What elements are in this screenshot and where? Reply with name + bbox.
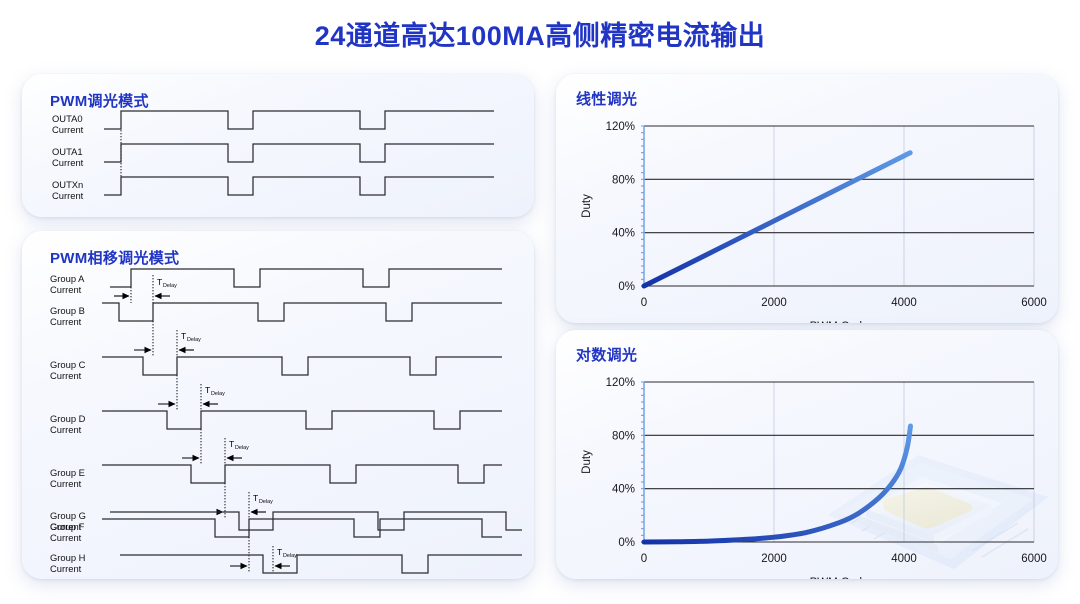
waveform-group-d (102, 410, 502, 430)
signal-name-outa1: OUTA1 (52, 146, 83, 157)
waveform-group-b (102, 302, 502, 322)
linear-dimming-chart: 0% 40% 80% 120% 0 2000 4000 6000 PWM Code Duty (581, 121, 1047, 323)
tdelay-label-2: T (181, 331, 187, 341)
panel-title-pwm: PWM调光模式 (50, 93, 149, 110)
signal-name-group-b: Group B (50, 305, 85, 316)
waveform-group-f (102, 518, 502, 538)
x-tick-label: 4000 (891, 297, 917, 309)
x-tick-label: 0 (641, 553, 647, 565)
pwm-waveform-diagram: OUTA0 Current OUTA1 Current OUTXn Curren… (52, 110, 494, 201)
x-tick-label: 6000 (1021, 297, 1047, 309)
tdelay-label-6: T (277, 547, 283, 557)
signal-name-group-a: Group A (50, 273, 85, 284)
y-axis-title: Duty (581, 450, 593, 474)
signal-unit-outxn: Current (52, 190, 84, 201)
y-tick-label: 120% (606, 377, 635, 389)
x-tick-label: 6000 (1021, 553, 1047, 565)
waveform-outa1 (104, 143, 494, 163)
signal-name-group-e: Group E (50, 467, 85, 478)
waveform-group-c (102, 356, 502, 376)
signal-name-group-d: Group D (50, 413, 86, 424)
panel-log-dimming-chart: 对数调光 (556, 330, 1058, 579)
waveform-group-e (102, 464, 502, 484)
panel-title-log: 对数调光 (576, 347, 638, 364)
x-tick-label: 2000 (761, 553, 787, 565)
signal-unit-group-b: Current (50, 316, 82, 327)
x-tick-label: 0 (641, 297, 647, 309)
signal-name-group-f: Group F (50, 521, 85, 532)
panel-title-linear: 线性调光 (576, 91, 638, 108)
data-series-curve (641, 423, 913, 545)
tdelay-sub-6: Delay (283, 553, 297, 559)
tdelay-label-5: T (253, 493, 259, 503)
panel-pwm-dimming: PWM调光模式 OUTA0 Current OUTA1 Current OUTX… (22, 74, 534, 217)
signal-unit-group-c: Current (50, 370, 82, 381)
panel-title-phase: PWM相移调光模式 (50, 250, 180, 267)
waveform-outa0 (104, 110, 494, 130)
x-tick-label: 2000 (761, 297, 787, 309)
page-title: 24通道高达100MA高侧精密电流输出 (314, 21, 766, 51)
y-tick-label: 120% (606, 121, 635, 133)
signal-name-outa0: OUTA0 (52, 113, 83, 124)
y-tick-label: 80% (612, 430, 635, 442)
tdelay-label-1: T (157, 277, 163, 287)
y-tick-label: 0% (618, 281, 635, 293)
signal-unit-group-d: Current (50, 424, 82, 435)
signal-unit-group-f: Current (50, 532, 82, 543)
tdelay-label-4: T (229, 439, 235, 449)
tdelay-sub-3: Delay (211, 391, 225, 397)
tdelay-label-3: T (205, 385, 211, 395)
y-tick-label: 80% (612, 174, 635, 186)
data-series-curve (641, 150, 913, 289)
signal-unit-outa1: Current (52, 157, 84, 168)
y-tick-label: 40% (612, 484, 635, 496)
tdelay-sub-1: Delay (163, 283, 177, 289)
waveform-group-a (110, 268, 502, 288)
y-axis-title: Duty (581, 194, 593, 218)
tdelay-sub-2: Delay (187, 337, 201, 343)
y-tick-label: 0% (618, 537, 635, 549)
y-tick-label: 40% (612, 228, 635, 240)
x-axis-title: PWM Code (810, 321, 869, 323)
signal-unit-group-e: Current (50, 478, 82, 489)
tdelay-sub-5: Delay (259, 499, 273, 505)
panel-phase-shift-dimming: PWM相移调光模式 Group A Current T Delay (22, 231, 534, 579)
log-dimming-chart: 0% 40% 80% 120% 0 2000 4000 6000 PWM Code Duty (581, 377, 1047, 579)
signal-name-group-c: Group C (50, 359, 86, 370)
waveform-outxn (104, 176, 494, 196)
phase-shift-waveform-diagram: Group A Current T Delay Group B Current … (50, 268, 502, 573)
signal-unit-outa0: Current (52, 124, 84, 135)
x-axis-title: PWM Code (810, 577, 869, 579)
signal-unit-group-a: Current (50, 284, 82, 295)
signal-name-outxn: OUTXn (52, 179, 83, 190)
panel-linear-dimming-chart: 线性调光 0% 40% 80% 120% 0 2000 4000 6000 PWM Code Du… (556, 74, 1058, 323)
tdelay-sub-4: Delay (235, 445, 249, 451)
x-tick-label: 4000 (891, 553, 917, 565)
